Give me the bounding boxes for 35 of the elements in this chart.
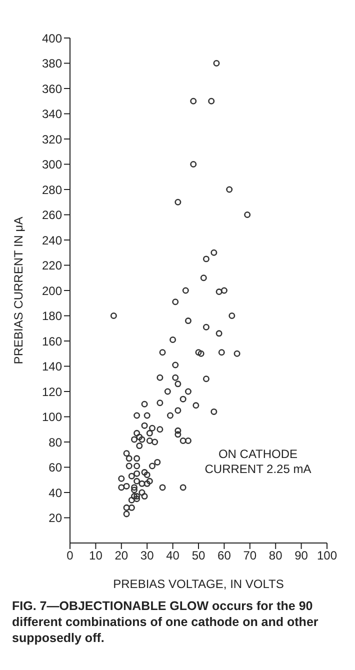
y-tick-label: 60 xyxy=(48,460,62,475)
y-tick-label: 160 xyxy=(42,334,62,348)
y-tick-label: 40 xyxy=(48,486,62,500)
y-tick-label: 260 xyxy=(42,208,62,222)
y-tick-label: 80 xyxy=(48,435,62,450)
x-tick-label: 60 xyxy=(218,548,232,563)
x-tick-label: 30 xyxy=(140,548,154,563)
y-tick-label: 380 xyxy=(42,56,62,71)
y-tick-label: 220 xyxy=(42,258,62,273)
x-tick-label: 70 xyxy=(243,548,257,563)
y-tick-label: 100 xyxy=(42,410,62,424)
y-tick-label: 140 xyxy=(42,360,62,374)
y-axis-title: PREBIAS CURRENT IN μA xyxy=(11,216,26,364)
y-tick-label: 280 xyxy=(42,182,62,197)
x-tick-label: 20 xyxy=(114,548,128,563)
y-tick-label: 20 xyxy=(48,511,62,526)
y-tick-label: 240 xyxy=(42,233,62,248)
x-tick-label: 100 xyxy=(316,548,338,563)
y-tick-label: 300 xyxy=(42,158,62,172)
y-tick-label: 180 xyxy=(42,309,62,324)
caption: FIG. 7—OBJECTIONABLE GLOW occurs for the 90 different combinations of one cathode on and other supposedly off. xyxy=(11,598,320,646)
x-tick-label: 50 xyxy=(192,548,206,563)
y-tick-label: 320 xyxy=(42,132,62,146)
x-tick-label: 40 xyxy=(166,548,180,563)
x-axis-title: PREBIAS VOLTAGE, IN VOLTS xyxy=(113,577,284,591)
x-tick-label: 80 xyxy=(268,548,283,563)
x-tick-label: 0 xyxy=(66,548,74,563)
y-tick-label: 340 xyxy=(42,107,62,122)
annotation: ON CATHODE CURRENT 2.25 mA xyxy=(204,447,312,476)
x-tick-label: 90 xyxy=(294,548,308,563)
y-tick-label: 400 xyxy=(42,31,62,46)
y-tick-label: 200 xyxy=(42,284,62,298)
x-tick-label: 10 xyxy=(89,548,103,563)
y-tick-label: 360 xyxy=(42,82,62,96)
y-tick-label: 120 xyxy=(42,384,62,399)
